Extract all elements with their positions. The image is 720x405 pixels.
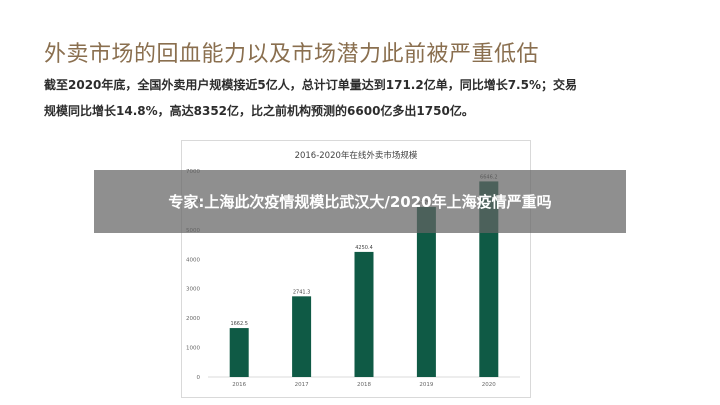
x-tick-label: 2018 [357,382,371,388]
summary-line-1: 截至2020年底，全国外卖用户规模接近5亿人，总计订单量达到171.2亿单，同比… [44,78,577,92]
slide-title: 外卖市场的回血能力以及市场潜力此前被严重低估 [44,42,540,67]
bar-value-label: 2741.3 [293,289,311,295]
bar-2017 [292,296,312,377]
headline-overlay[interactable]: 专家:上海此次疫情规模比武汉大/2020年上海疫情严重吗 [94,170,626,233]
x-tick-label: 2019 [419,382,433,388]
bar-2016 [229,328,249,377]
bar-2019 [416,206,436,377]
y-tick-label: 0 [197,375,201,381]
bar-value-label: 4250.4 [355,245,373,251]
bar-2018 [354,251,374,377]
x-tick-label: 2020 [482,382,496,388]
bar-value-label: 1662.5 [230,321,248,327]
y-tick-label: 2000 [186,316,200,322]
y-tick-label: 1000 [186,346,200,352]
x-tick-label: 2017 [295,382,309,388]
x-tick-label: 2016 [232,382,246,388]
headline-text: 专家:上海此次疫情规模比武汉大/2020年上海疫情严重吗 [168,192,552,211]
y-tick-label: 3000 [186,287,200,293]
summary-line-2: 规模同比增长14.8%，高达8352亿，比之前机构预测的6600亿多出1750亿… [44,104,474,118]
chart-title: 2016-2020年在线外卖市场规模 [294,151,418,161]
y-tick-label: 4000 [186,257,200,263]
